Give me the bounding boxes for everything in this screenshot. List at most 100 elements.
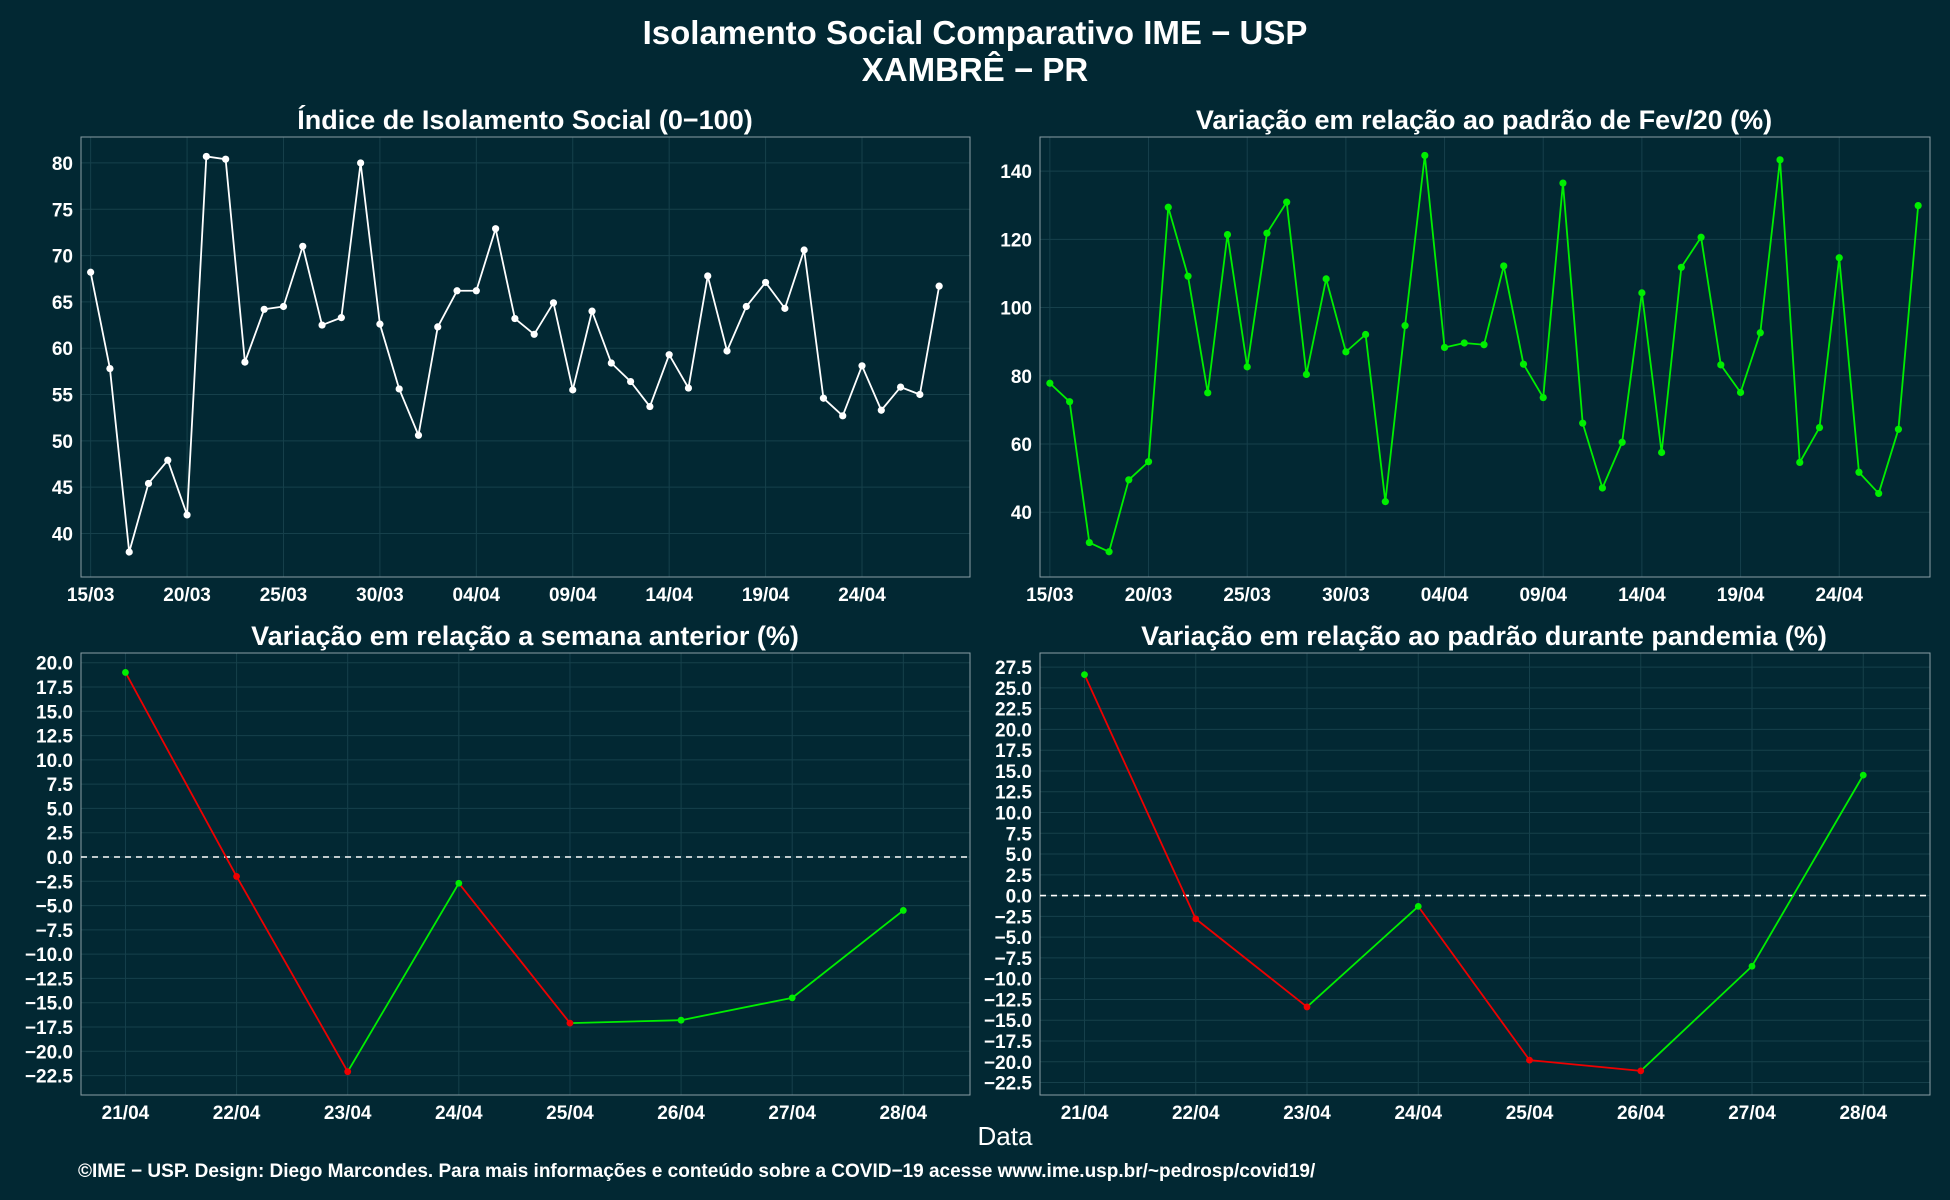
data-point xyxy=(1223,230,1232,239)
series-segment xyxy=(680,996,793,1022)
x-tick-label: 28/04 xyxy=(1839,1103,1887,1124)
data-point xyxy=(742,302,750,311)
panel-title: Índice de Isolamento Social (0−100) xyxy=(297,104,752,135)
data-point xyxy=(588,307,596,315)
data-point xyxy=(607,359,615,367)
panel-title: Variação em relação a semana anterior (%… xyxy=(251,621,799,651)
data-point xyxy=(106,364,114,373)
data-point xyxy=(877,406,885,414)
y-tick-label: 55 xyxy=(52,386,74,407)
panel-isolation-index: Índice de Isolamento Social (0−100) 15/0… xyxy=(52,104,971,606)
x-tick-label: 14/04 xyxy=(1618,585,1666,606)
data-point xyxy=(1855,468,1863,476)
data-point xyxy=(1598,484,1607,492)
data-point xyxy=(1736,388,1745,397)
y-tick-label: −17.5 xyxy=(984,1032,1033,1053)
data-point xyxy=(1638,289,1646,297)
x-tick-label: 22/04 xyxy=(1172,1103,1220,1124)
y-tick-label: −5.0 xyxy=(994,928,1032,949)
y-tick-label: 5.0 xyxy=(1006,845,1032,866)
y-tick-label: −10.0 xyxy=(25,945,73,966)
x-tick-label: 24/04 xyxy=(435,1103,483,1124)
plot-frame xyxy=(1039,136,1931,578)
data-point xyxy=(723,347,731,355)
data-point xyxy=(1085,538,1093,547)
x-tick-label: 15/03 xyxy=(1026,585,1074,606)
data-point xyxy=(1637,1067,1645,1075)
x-tick-label: 26/04 xyxy=(1617,1103,1665,1124)
y-tick-label: −12.5 xyxy=(984,990,1033,1011)
data-point xyxy=(453,287,461,295)
data-point xyxy=(414,431,423,439)
data-point xyxy=(1144,458,1153,466)
data-point xyxy=(1658,448,1666,457)
y-tick-label: −20.0 xyxy=(25,1042,73,1063)
data-point xyxy=(1519,360,1528,368)
x-tick-label: 15/03 xyxy=(67,585,115,606)
data-point xyxy=(357,159,365,167)
data-point xyxy=(761,278,770,287)
data-point xyxy=(1539,393,1547,402)
x-tick-label: 27/04 xyxy=(768,1103,816,1124)
data-point xyxy=(530,330,538,338)
y-tick-label: 40 xyxy=(52,524,73,545)
x-tick-label: 20/03 xyxy=(1125,585,1173,606)
data-point xyxy=(344,1068,352,1076)
data-point xyxy=(1401,322,1409,330)
data-point xyxy=(1776,156,1784,164)
x-tick-label: 24/04 xyxy=(838,585,886,606)
data-point xyxy=(677,1016,685,1024)
data-point xyxy=(1066,398,1074,406)
plot-frame xyxy=(80,652,971,1096)
y-tick-label: 0.0 xyxy=(1006,887,1032,908)
data-point xyxy=(87,268,95,276)
data-point xyxy=(1748,962,1756,970)
x-tick-label: 24/04 xyxy=(1394,1103,1442,1124)
y-tick-label: 75 xyxy=(52,200,74,221)
series-segment xyxy=(1751,774,1865,967)
x-tick-label: 21/04 xyxy=(102,1103,150,1124)
data-point xyxy=(241,358,249,366)
data-point xyxy=(125,548,133,556)
data-point xyxy=(684,384,693,392)
data-point xyxy=(122,669,129,676)
figure-subtitle: XAMBRÊ − PR xyxy=(862,51,1089,88)
data-point xyxy=(1164,203,1172,211)
y-tick-label: −2.5 xyxy=(994,907,1032,928)
y-tick-label: 12.5 xyxy=(995,783,1032,804)
data-point xyxy=(395,385,403,393)
data-point xyxy=(800,246,808,254)
figure-title: Isolamento Social Comparativo IME − USP xyxy=(643,14,1308,51)
y-tick-label: −22.5 xyxy=(984,1074,1033,1095)
data-point xyxy=(1421,151,1429,160)
y-tick-label: −22.5 xyxy=(25,1067,74,1088)
panel-variation-pandemic: Variação em relação ao padrão durante pa… xyxy=(984,621,1931,1124)
data-point xyxy=(819,394,828,402)
y-tick-label: −2.5 xyxy=(35,872,73,893)
data-point xyxy=(1697,233,1705,241)
data-point xyxy=(1894,425,1903,433)
data-point xyxy=(1815,424,1824,432)
y-tick-label: 80 xyxy=(1011,367,1032,388)
y-tick-label: 5.0 xyxy=(47,799,73,820)
series-segment xyxy=(1306,905,1419,1008)
y-tick-label: 80 xyxy=(52,154,73,175)
series-segment xyxy=(235,875,349,1073)
series-segment xyxy=(346,882,460,1073)
y-tick-label: 7.5 xyxy=(47,775,74,796)
data-point xyxy=(1677,263,1685,271)
data-point xyxy=(1875,489,1883,498)
x-tick-label: 25/04 xyxy=(1506,1103,1554,1124)
data-point xyxy=(1381,498,1389,506)
data-point xyxy=(1796,458,1804,466)
y-tick-label: −7.5 xyxy=(994,949,1032,970)
data-point xyxy=(1342,348,1350,356)
y-tick-label: 15.0 xyxy=(36,702,73,723)
data-point xyxy=(1835,254,1843,262)
x-tick-label: 25/03 xyxy=(260,585,308,606)
data-point xyxy=(1283,198,1291,206)
x-tick-label: 19/04 xyxy=(742,585,790,606)
data-point xyxy=(376,320,384,328)
x-tick-label: 04/04 xyxy=(1421,585,1469,606)
data-point xyxy=(1460,339,1468,347)
